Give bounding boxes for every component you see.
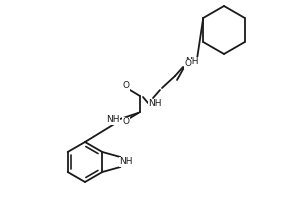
- Text: NH: NH: [120, 158, 133, 166]
- Text: NH: NH: [148, 99, 162, 108]
- Text: NH: NH: [185, 58, 199, 66]
- Text: O: O: [122, 82, 130, 90]
- Text: NH: NH: [106, 116, 120, 124]
- Text: O: O: [184, 60, 191, 68]
- Text: O: O: [122, 117, 130, 127]
